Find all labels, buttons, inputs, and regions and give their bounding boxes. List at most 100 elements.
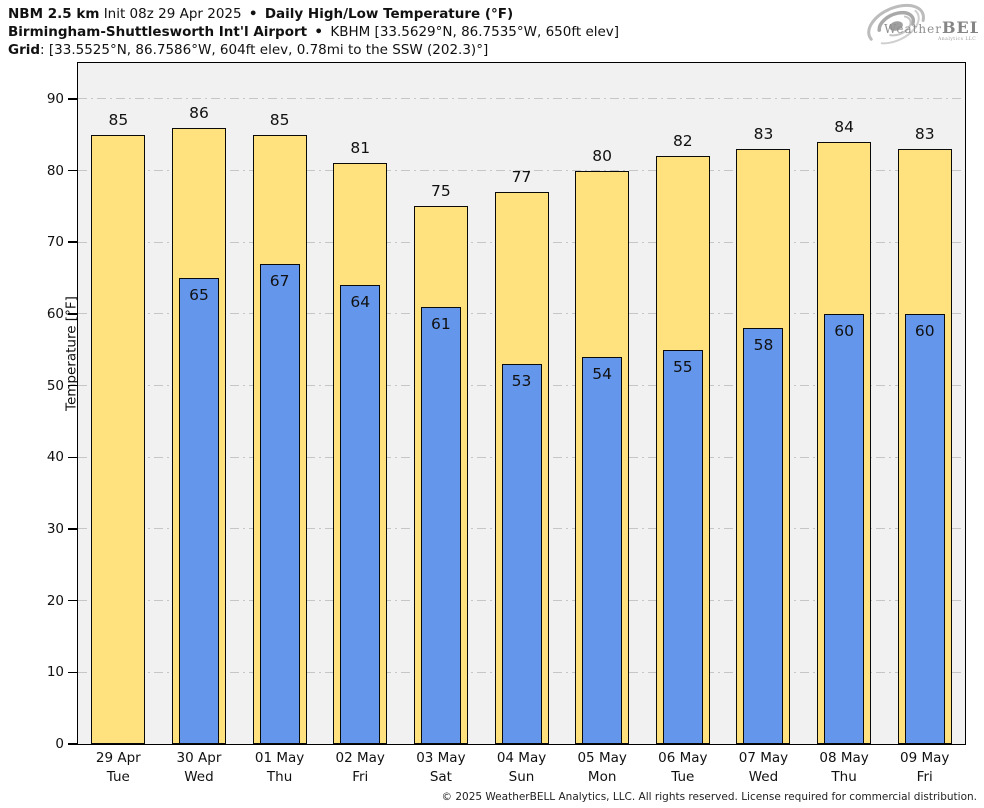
y-tick-label-0: 0 [55,736,64,752]
low-value-label: 58 [753,336,774,354]
low-bar [420,307,461,744]
bars-container: 85 29 Apr Tue 86 65 30 Apr Wed 85 67 01 May Thu 81 6… [78,63,965,785]
y-tick-70 [68,241,77,243]
x-tick-day: Wed [748,768,779,785]
low-value-label: 55 [672,358,693,376]
y-tick-40 [68,456,77,459]
header-line-2: Birmingham-Shuttlesworth Int'l Airport •… [8,23,619,41]
x-tick-day: Sat [429,768,452,785]
high-value-label: 80 [592,147,613,165]
y-tick-label-80: 80 [46,162,64,179]
station-info: KBHM [33.5629°N, 86.7535°W, 650ft elev] [330,24,620,40]
low-value-label: 65 [189,286,209,304]
y-tick-0 [68,743,77,745]
logo-subtext: Analytics LLC [937,36,976,42]
low-value-label: 64 [350,293,371,311]
logo-weather-text: Weather [884,22,942,36]
low-bar [743,328,784,744]
x-tick-day: Fri [352,768,369,785]
x-tick-day: Fri [916,768,933,785]
x-tick-date: 03 May [416,750,466,766]
x-tick-day: Wed [184,768,214,785]
y-tick-50 [68,384,77,387]
x-tick-label: 05 May Mon [562,749,643,786]
gridline-80 [78,170,965,172]
header-line-1: NBM 2.5 km Init 08z 29 Apr 2025 • Daily … [8,5,619,23]
bar-group-07-may: 83 58 07 May Wed [723,63,804,785]
grid-info: : [33.5525°N, 86.7586°W, 604ft elev, 0.7… [40,42,489,58]
init-time: Init 08z 29 Apr 2025 [103,6,242,22]
low-value-label: 53 [511,372,532,390]
x-tick-label: 01 May Thu [239,749,320,786]
bar-group-08-may: 84 60 08 May Thu [804,63,885,785]
svg-text:WeatherBELL: WeatherBELL [884,18,978,37]
x-tick-date: 09 May [900,750,950,766]
y-tick-10 [68,671,77,674]
header-line-3: Grid: [33.5525°N, 86.7586°W, 604ft elev,… [8,41,619,59]
y-tick-80 [68,169,77,172]
low-bar [501,364,542,744]
y-tick-label-10: 10 [46,664,64,681]
x-tick-date: 06 May [658,750,708,766]
x-tick-day: Tue [106,768,130,785]
x-tick-label: 30 Apr Wed [159,749,240,786]
low-value-label: 54 [592,365,613,383]
y-tick-30 [68,528,77,530]
high-value-label: 81 [350,139,371,157]
y-tick-label-90: 90 [46,90,64,107]
x-tick-date: 29 Apr [95,750,141,766]
chart-header: NBM 2.5 km Init 08z 29 Apr 2025 • Daily … [8,5,619,59]
model-name: NBM 2.5 km [8,6,100,22]
chart-title: Daily High/Low Temperature (°F) [264,6,514,22]
bar-group-09-may: 83 60 09 May Fri [884,63,965,785]
high-value-label: 75 [431,182,451,200]
x-tick-date: 30 Apr [176,750,222,766]
station-name: Birmingham-Shuttlesworth Int'l Airport [8,24,308,40]
bar-group-05-may: 80 54 05 May Mon [562,63,643,785]
low-value-label: 67 [269,272,290,290]
y-tick-90 [68,98,77,100]
high-value-label: 85 [108,111,129,129]
low-bar [340,285,381,744]
x-tick-day: Sun [508,768,535,785]
bar-group-29-apr: 85 29 Apr Tue [78,63,159,785]
y-tick-label-60: 60 [46,305,64,322]
x-tick-label: 09 May Fri [884,749,965,786]
bar-group-06-may: 82 55 06 May Tue [642,63,723,785]
x-tick-day: Tue [671,768,695,785]
high-value-label: 82 [672,132,693,150]
copyright-text: © 2025 WeatherBELL Analytics, LLC. All r… [441,791,977,803]
low-bar [904,314,945,744]
logo-bell-text: BELL [942,18,978,37]
high-value-label: 83 [914,125,935,143]
x-tick-date: 05 May [577,750,627,766]
x-tick-label: 04 May Sun [481,749,562,786]
y-tick-60 [68,313,77,315]
high-value-label: 77 [511,168,532,186]
x-tick-label: 29 Apr Tue [78,749,159,786]
bar-group-30-apr: 86 65 30 Apr Wed [159,63,240,785]
bullet-separator: • [248,6,258,22]
x-tick-date: 04 May [496,750,547,766]
x-tick-day: Mon [587,768,617,785]
x-tick-date: 01 May [254,750,305,766]
low-bar [582,357,623,744]
y-tick-label-70: 70 [46,234,64,251]
low-value-label: 60 [914,322,935,340]
high-value-label: 84 [834,118,854,136]
high-bar [91,135,146,744]
x-tick-label: 03 May Sat [401,749,482,786]
high-value-label: 86 [189,104,209,122]
x-tick-label: 08 May Thu [804,749,885,786]
bar-group-01-may: 85 67 01 May Thu [239,63,320,785]
low-value-label: 61 [431,315,451,333]
y-tick-label-40: 40 [46,449,64,466]
low-bar [259,264,300,744]
plot-area: 0 10 20 30 40 50 60 70 80 90 85 29 Apr Tue 86 65 30 Apr… [47,62,966,785]
bar-group-03-may: 75 61 03 May Sat [401,63,482,785]
grid-label: Grid [8,42,41,58]
bar-group-04-may: 77 53 04 May Sun [481,63,562,785]
weatherbell-logo: WeatherBELL Analytics LLC [867,3,978,45]
x-tick-label: 06 May Tue [642,749,723,786]
